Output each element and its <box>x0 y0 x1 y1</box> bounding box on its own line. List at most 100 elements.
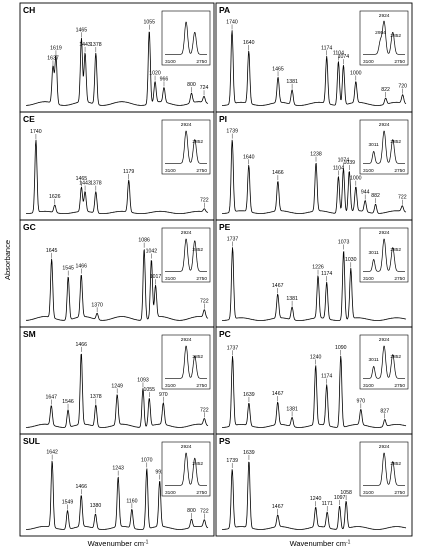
peak-label: 1378 <box>90 394 102 400</box>
peak-label: 1042 <box>146 249 158 255</box>
peak-label: 1090 <box>335 345 347 351</box>
panel-code: CE <box>23 114 35 124</box>
peak-label: 1039 <box>344 160 356 166</box>
panel-pc: PC 1737 1639 1467 1381 1240 1174 1090 970 827 2924… <box>215 326 413 435</box>
peak-label: 1465 <box>76 27 88 33</box>
peak-label: 1074 <box>338 158 350 164</box>
peak-label: 1104 <box>333 165 344 171</box>
peak-label: 1179 <box>123 169 134 175</box>
peak-label: 1174 <box>321 271 332 277</box>
peak-label: 1647 <box>46 395 58 401</box>
inset-ch-stretch: 2924 2852 3011 3100 2750 <box>359 334 409 390</box>
peak-label: 1545 <box>62 266 74 272</box>
inset-peak-label: 2852 <box>390 33 401 39</box>
peak-label: 1639 <box>243 450 255 456</box>
peak-label: 1546 <box>62 399 74 405</box>
inset-frame <box>359 334 409 390</box>
peak-label: 1238 <box>310 152 322 158</box>
inset-spectrum-line <box>165 452 207 486</box>
x-axis-label-left: Wavenumber cm-1 <box>88 539 149 548</box>
peak-label: 1466 <box>75 342 87 348</box>
peak-label: 827 <box>380 408 389 414</box>
peak-label: 1381 <box>286 79 298 85</box>
peak-label: 1467 <box>272 283 284 289</box>
panel-code: PC <box>219 329 231 339</box>
peak-label: 1640 <box>243 40 255 46</box>
peak-label: 1467 <box>272 391 284 397</box>
inset-frame <box>161 10 211 66</box>
peak-label: 1070 <box>141 457 153 463</box>
peak-label: 722 <box>200 299 209 305</box>
inset-spectrum-line <box>363 130 405 164</box>
peak-label: 1097 <box>334 495 346 501</box>
panel-code: SM <box>23 329 36 339</box>
inset-peak-label: 2852 <box>390 354 401 360</box>
inset-tick-right: 2750 <box>196 490 207 496</box>
peak-label: 966 <box>160 76 169 82</box>
inset-tick-left: 3100 <box>165 276 176 282</box>
peak-label: 1640 <box>243 154 255 160</box>
peak-label: 1370 <box>91 302 103 308</box>
peak-label: 1549 <box>62 500 74 506</box>
inset-peak-label: 2924 <box>379 13 390 19</box>
peak-label: 1466 <box>272 170 284 176</box>
peak-label: 1626 <box>49 194 61 200</box>
inset-peak-label: 2852 <box>192 247 203 253</box>
inset-frame <box>161 441 211 497</box>
peak-label: 992 <box>155 470 164 476</box>
panel-code: PI <box>219 114 227 124</box>
spectrum-line <box>26 31 209 106</box>
inset-tick-right: 2750 <box>394 168 405 174</box>
inset-peak-label: 2924 <box>379 337 390 343</box>
peak-label: 1737 <box>227 236 239 242</box>
peak-label: 1000 <box>350 70 362 76</box>
peak-label: 722 <box>200 198 209 204</box>
inset-ch-stretch: 3100 2750 <box>161 10 211 66</box>
peak-label: 1030 <box>345 257 357 263</box>
panel-code: PS <box>219 436 231 446</box>
spectrum-line <box>222 139 407 214</box>
inset-spectrum-line <box>363 345 405 379</box>
inset-tick-left: 3100 <box>363 276 374 282</box>
panel-frame <box>215 433 413 537</box>
inset-peak-label: 2852 <box>192 139 203 145</box>
inset-ch-stretch: 2924 2852 3100 2750 <box>161 334 211 390</box>
inset-tick-left: 3100 <box>165 383 176 389</box>
inset-tick-right: 2750 <box>196 168 207 174</box>
panel-code: CH <box>23 5 35 15</box>
x-axis-label-right: Wavenumber cm-1 <box>290 539 351 548</box>
inset-ch-stretch: 2924 2852 3100 2750 <box>161 119 211 175</box>
panel-code: SUL <box>23 436 40 446</box>
peak-label: 822 <box>381 87 390 93</box>
panel-code: GC <box>23 222 36 232</box>
peak-label: 722 <box>200 509 209 515</box>
spectrum-line <box>222 30 407 106</box>
peak-label: 1020 <box>149 71 161 77</box>
inset-spectrum-line <box>363 238 405 272</box>
peak-label: 1378 <box>90 181 102 187</box>
inset-ch-stretch: 2924 2852 3011 3100 2750 <box>359 227 409 283</box>
peak-label: 1619 <box>50 45 62 51</box>
panel-code: PE <box>219 222 231 232</box>
peak-label: 1058 <box>340 490 352 496</box>
peak-label: 720 <box>398 84 407 90</box>
peak-label: 1737 <box>227 345 239 351</box>
inset-peak-label: 2924 <box>379 122 390 128</box>
peak-label: 1240 <box>310 496 322 502</box>
inset-ch-stretch: 2924 2954 2852 3100 2750 <box>359 10 409 66</box>
spectrum-line <box>25 353 209 428</box>
inset-peak-label: 2924 <box>379 230 390 236</box>
peak-label: 1086 <box>138 238 150 244</box>
peak-label: 1074 <box>338 54 350 60</box>
peak-label: 1174 <box>321 45 332 51</box>
peak-label: 722 <box>200 407 209 413</box>
peak-label: 1466 <box>75 264 87 270</box>
peak-label: 970 <box>357 398 366 404</box>
inset-peak-label: 2852 <box>390 139 401 145</box>
inset-tick-right: 2750 <box>394 490 405 496</box>
peak-label: 1381 <box>286 406 298 412</box>
inset-frame <box>359 10 409 66</box>
